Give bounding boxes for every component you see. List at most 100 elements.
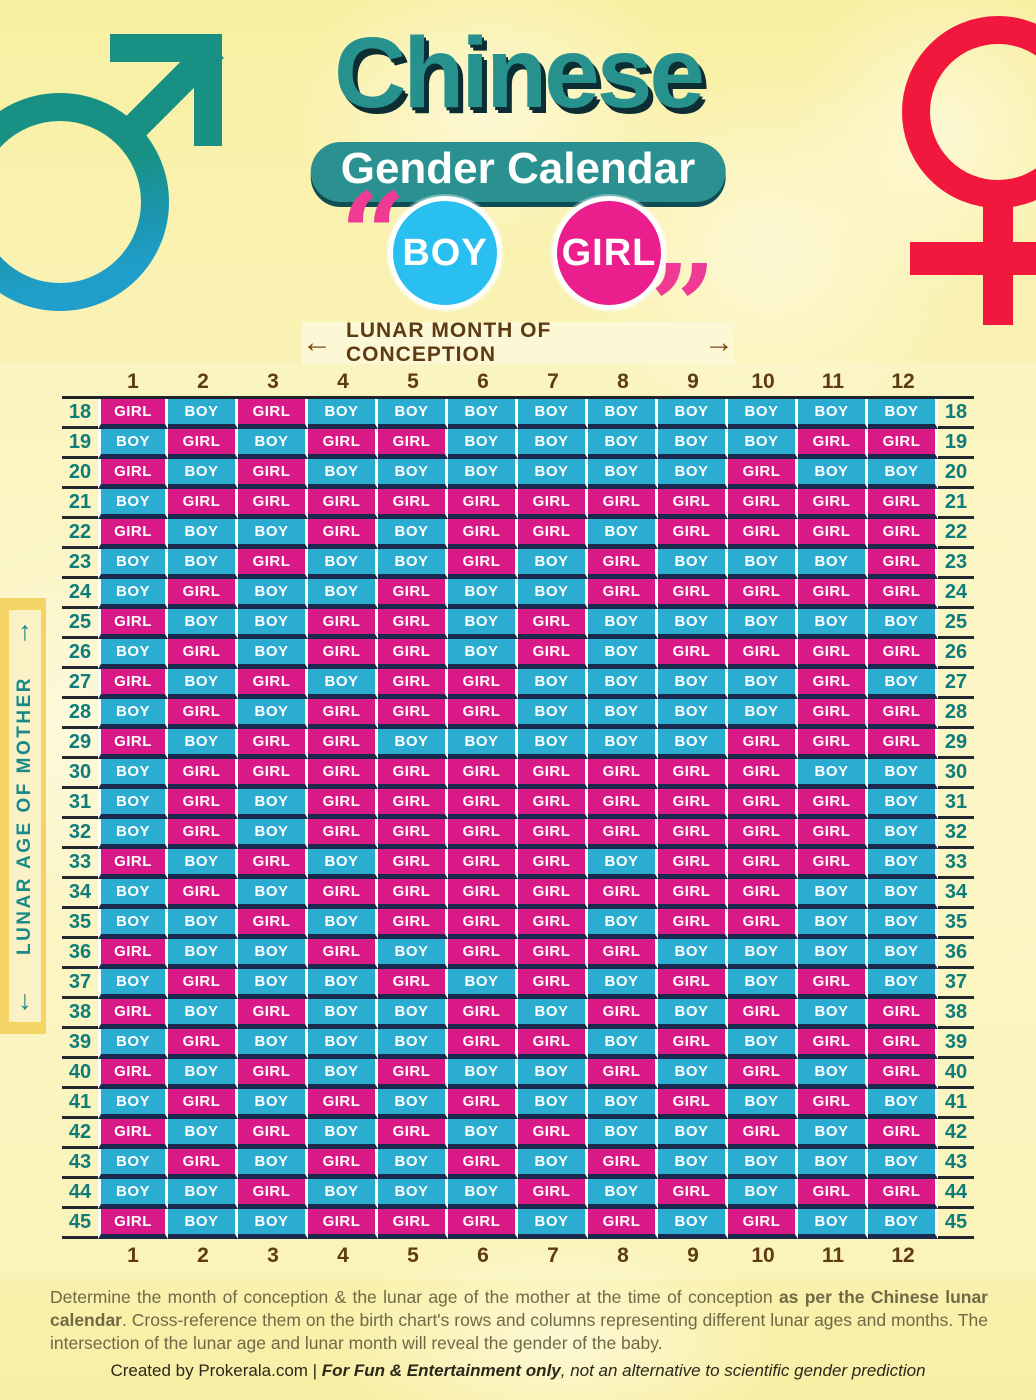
- row-age-label: 27: [938, 669, 974, 699]
- gender-cell: GIRL: [658, 909, 728, 939]
- gender-cell: GIRL: [728, 579, 798, 609]
- gender-cell: BOY: [378, 1089, 448, 1119]
- gender-cell: GIRL: [518, 969, 588, 999]
- gender-cell: BOY: [168, 609, 238, 639]
- gender-cell: GIRL: [728, 1059, 798, 1089]
- gender-cell: BOY: [308, 669, 378, 699]
- gender-cell: GIRL: [238, 669, 308, 699]
- gender-cell: GIRL: [518, 609, 588, 639]
- row-age-label: 25: [938, 609, 974, 639]
- gender-cell: GIRL: [728, 909, 798, 939]
- gender-cell: BOY: [868, 1149, 938, 1179]
- gender-cell: BOY: [658, 669, 728, 699]
- gender-cell: GIRL: [98, 999, 168, 1029]
- gender-cell: BOY: [588, 399, 658, 429]
- credit-disclaimer: , not an alternative to scientific gende…: [560, 1361, 926, 1380]
- row-age-label: 42: [62, 1119, 98, 1149]
- row-age-label: 29: [938, 729, 974, 759]
- gender-cell: BOY: [868, 669, 938, 699]
- gender-cell: BOY: [588, 1089, 658, 1119]
- gender-cell: BOY: [798, 1059, 868, 1089]
- gender-cell: GIRL: [518, 759, 588, 789]
- gender-cell: BOY: [798, 879, 868, 909]
- girl-legend-circle: GIRL: [552, 196, 666, 310]
- gender-cell: GIRL: [238, 489, 308, 519]
- gender-cell: BOY: [168, 1179, 238, 1209]
- gender-cell: GIRL: [448, 819, 518, 849]
- gender-cell: GIRL: [378, 1059, 448, 1089]
- instructions-text: Determine the month of conception & the …: [50, 1286, 988, 1355]
- gender-cell: BOY: [378, 999, 448, 1029]
- row-age-label: 24: [62, 579, 98, 609]
- gender-cell: BOY: [658, 999, 728, 1029]
- open-quote-mark: “: [340, 168, 407, 303]
- gender-cell: BOY: [238, 789, 308, 819]
- gender-cell: GIRL: [308, 489, 378, 519]
- gender-cell: BOY: [448, 429, 518, 459]
- gender-cell: BOY: [168, 549, 238, 579]
- gender-cell: GIRL: [868, 429, 938, 459]
- gender-cell: BOY: [658, 1119, 728, 1149]
- gender-cell: BOY: [448, 1059, 518, 1089]
- row-age-label: 23: [938, 549, 974, 579]
- instructions-part2-bold: as per the Chinese lunar calendar: [50, 1287, 988, 1331]
- gender-cell: BOY: [588, 1029, 658, 1059]
- gender-cell: GIRL: [238, 909, 308, 939]
- gender-cell: GIRL: [658, 789, 728, 819]
- gender-cell: BOY: [308, 399, 378, 429]
- gender-cell: GIRL: [588, 939, 658, 969]
- gender-cell: BOY: [168, 1059, 238, 1089]
- gender-cell: GIRL: [448, 999, 518, 1029]
- gender-cell: BOY: [728, 429, 798, 459]
- row-age-label: 24: [938, 579, 974, 609]
- row-age-label: 21: [62, 489, 98, 519]
- row-age-label: 42: [938, 1119, 974, 1149]
- gender-cell: GIRL: [658, 819, 728, 849]
- gender-cell: BOY: [238, 609, 308, 639]
- gender-cell: BOY: [448, 639, 518, 669]
- row-age-label: 35: [62, 909, 98, 939]
- gender-cell: GIRL: [658, 759, 728, 789]
- gender-cell: GIRL: [238, 549, 308, 579]
- gender-cell: GIRL: [98, 1059, 168, 1089]
- gender-cell: BOY: [308, 1119, 378, 1149]
- month-column-header: 11: [798, 368, 868, 399]
- gender-cell: GIRL: [798, 1089, 868, 1119]
- gender-cell: BOY: [98, 429, 168, 459]
- gender-cell: BOY: [798, 609, 868, 639]
- gender-cell: BOY: [868, 879, 938, 909]
- gender-cell: BOY: [168, 399, 238, 429]
- gender-cell: GIRL: [658, 1179, 728, 1209]
- gender-cell: GIRL: [798, 969, 868, 999]
- gender-cell: GIRL: [518, 849, 588, 879]
- gender-cell: BOY: [448, 1119, 518, 1149]
- gender-cell: GIRL: [238, 399, 308, 429]
- gender-cell: BOY: [238, 639, 308, 669]
- gender-cell: GIRL: [728, 459, 798, 489]
- gender-cell: GIRL: [798, 1179, 868, 1209]
- instructions-part3: . Cross-reference them on the birth char…: [50, 1310, 988, 1354]
- gender-cell: BOY: [378, 549, 448, 579]
- gender-cell: BOY: [308, 909, 378, 939]
- gender-cell: BOY: [658, 1209, 728, 1239]
- row-age-label: 19: [62, 429, 98, 459]
- gender-cell: BOY: [588, 969, 658, 999]
- row-age-label: 32: [62, 819, 98, 849]
- gender-cell: GIRL: [448, 909, 518, 939]
- gender-cell: GIRL: [308, 609, 378, 639]
- gender-cell: GIRL: [588, 999, 658, 1029]
- row-age-label: 38: [938, 999, 974, 1029]
- gender-cell: BOY: [448, 609, 518, 639]
- row-age-label: 19: [938, 429, 974, 459]
- month-column-header: 4: [308, 368, 378, 399]
- gender-cell: BOY: [588, 519, 658, 549]
- gender-cell: GIRL: [448, 1149, 518, 1179]
- gender-cell: BOY: [98, 639, 168, 669]
- gender-cell: BOY: [518, 459, 588, 489]
- gender-cell: BOY: [168, 849, 238, 879]
- month-column-header: 3: [238, 368, 308, 399]
- table-corner: [62, 368, 98, 399]
- gender-cell: BOY: [868, 1209, 938, 1239]
- month-column-header: 3: [267, 1244, 279, 1267]
- gender-cell: GIRL: [168, 579, 238, 609]
